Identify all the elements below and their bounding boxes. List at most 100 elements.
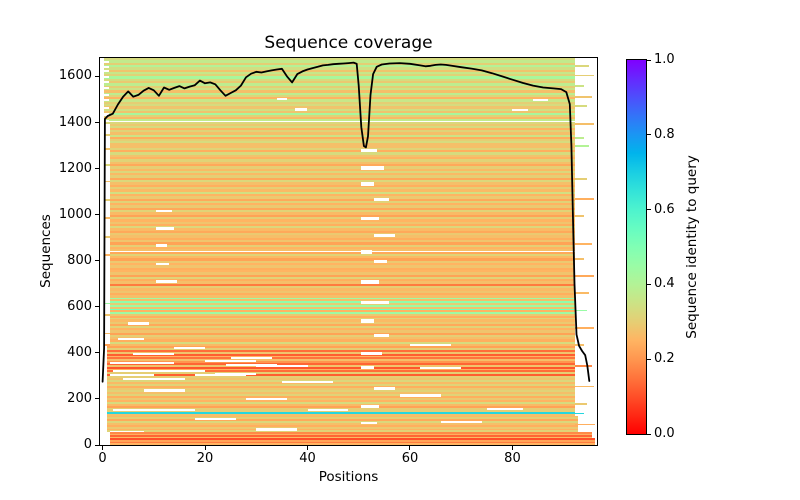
msa-gap — [374, 233, 395, 237]
msa-gap — [230, 356, 272, 360]
x-tick-mark — [102, 446, 104, 450]
msa-stripe — [106, 402, 575, 405]
msa-gap — [276, 98, 287, 101]
msa-stripe — [110, 439, 596, 442]
msa-gap — [532, 99, 549, 102]
msa-gap — [156, 244, 167, 247]
msa-gap — [374, 386, 395, 390]
msa-gap — [174, 346, 206, 350]
y-tick-label: 1400 — [58, 114, 92, 130]
msa-gap — [361, 216, 380, 221]
msa-gap — [104, 120, 110, 123]
msa-stub — [104, 148, 111, 151]
colorbar-tick-mark — [647, 134, 651, 136]
msa-stub — [104, 235, 111, 238]
msa-gap — [361, 250, 372, 254]
msa-gap — [110, 373, 154, 376]
msa-gap — [440, 420, 482, 423]
msa-stripe — [106, 422, 579, 425]
y-tick-mark — [95, 444, 99, 446]
colorbar-tick-label: 0.6 — [654, 201, 675, 217]
msa-stub — [574, 144, 590, 147]
msa-gap — [374, 198, 390, 201]
msa-stub — [104, 332, 111, 335]
msa-stub — [574, 412, 585, 415]
msa-stub — [104, 180, 111, 183]
msa-stub — [574, 309, 587, 312]
colorbar-tick-mark — [647, 59, 651, 61]
msa-stripe — [104, 58, 575, 61]
msa-stub — [574, 122, 595, 125]
msa-gap — [143, 389, 185, 392]
msa-stub — [104, 254, 111, 257]
msa-stripe — [104, 60, 575, 63]
msa-gap — [133, 353, 175, 356]
msa-gap — [281, 380, 334, 384]
msa-stripe — [106, 406, 575, 409]
msa-stub — [574, 326, 595, 329]
msa-stripe — [110, 438, 596, 440]
y-tick-mark — [95, 306, 99, 308]
msa-gap — [307, 408, 349, 411]
msa-stub — [104, 134, 111, 137]
msa-stub — [574, 402, 587, 405]
msa-gap — [361, 366, 375, 369]
msa-stub — [574, 96, 592, 99]
msa-gap — [104, 70, 110, 73]
msa-gap — [104, 113, 110, 116]
y-tick-label: 1000 — [58, 206, 92, 222]
y-axis-label: Sequences — [38, 214, 54, 288]
msa-stub — [574, 274, 595, 277]
colorbar-tick-label: 0.4 — [654, 276, 675, 292]
msa-stripe — [110, 443, 596, 445]
msa-stripe — [106, 387, 575, 390]
msa-stub — [574, 292, 590, 295]
msa-stub — [574, 242, 592, 245]
msa-gap — [194, 417, 236, 421]
msa-stub — [574, 74, 595, 77]
msa-stub — [574, 104, 587, 107]
msa-stripe — [106, 398, 575, 401]
x-tick-mark — [307, 446, 308, 450]
msa-gap — [156, 226, 175, 230]
msa-stripe — [106, 412, 575, 414]
y-tick-mark — [95, 168, 99, 170]
msa-stripe — [106, 430, 579, 433]
colorbar-tick-label: 0.0 — [654, 426, 675, 441]
msa-gap — [194, 374, 247, 376]
msa-stub — [574, 423, 596, 426]
msa-gap — [246, 397, 287, 400]
msa-stripe — [106, 381, 575, 384]
y-tick-mark — [95, 122, 99, 123]
msa-stripe — [106, 419, 579, 422]
msa-stripe — [106, 404, 575, 407]
x-tick-label: 20 — [196, 451, 214, 466]
msa-stripe — [106, 394, 575, 397]
msa-gap — [112, 369, 206, 372]
msa-gap — [112, 409, 195, 411]
msa-gap — [256, 428, 298, 431]
msa-stripe — [106, 410, 575, 413]
msa-gap — [104, 106, 110, 109]
msa-heatmap — [100, 58, 597, 445]
msa-stripe — [106, 390, 575, 393]
colorbar-label: Sequence identity to query — [684, 155, 700, 339]
msa-gap — [361, 166, 385, 170]
msa-stub — [104, 314, 111, 316]
msa-stripe — [106, 421, 579, 423]
x-tick-mark — [511, 446, 513, 450]
x-axis-label: Positions — [318, 469, 379, 485]
msa-stub — [574, 64, 590, 68]
msa-gap — [361, 405, 380, 409]
colorbar-gradient — [626, 59, 647, 435]
colorbar-tick-mark — [647, 433, 651, 435]
msa-stripe — [110, 435, 592, 437]
msa-stub — [574, 344, 585, 346]
msa-gap — [420, 366, 462, 369]
colorbar-tick-mark — [647, 209, 651, 211]
msa-gap — [361, 301, 390, 304]
msa-gap — [110, 361, 175, 364]
y-tick-label: 600 — [67, 298, 92, 314]
msa-gap — [374, 260, 387, 263]
